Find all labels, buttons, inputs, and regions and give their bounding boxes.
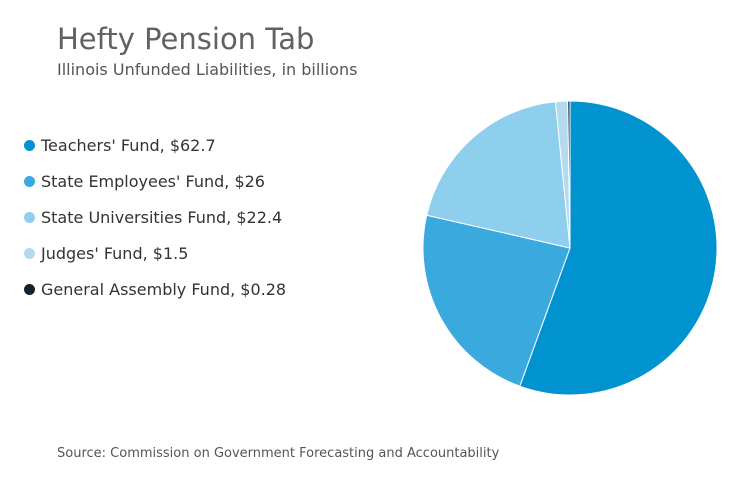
- legend-swatch: [24, 175, 35, 187]
- legend-label: Teachers' Fund, $62.7: [41, 135, 216, 155]
- legend-item-general-assembly: General Assembly Fund, $0.28: [24, 277, 286, 301]
- legend-item-state-universities: State Universities Fund, $22.4: [24, 205, 286, 229]
- pie-chart: [422, 100, 718, 396]
- chart-legend: Teachers' Fund, $62.7 State Employees' F…: [24, 133, 286, 313]
- legend-item-teachers: Teachers' Fund, $62.7: [24, 133, 286, 157]
- chart-subtitle: Illinois Unfunded Liabilities, in billio…: [57, 60, 358, 79]
- legend-item-judges: Judges' Fund, $1.5: [24, 241, 286, 265]
- pie-slice-state-employees: [422, 214, 571, 387]
- legend-item-state-employees: State Employees' Fund, $26: [24, 169, 286, 193]
- source-note: Source: Commission on Government Forecas…: [57, 446, 500, 461]
- legend-swatch: [24, 211, 35, 223]
- legend-swatch: [24, 283, 35, 295]
- legend-label: Judges' Fund, $1.5: [41, 243, 189, 263]
- pie-slice-state-universities: [426, 101, 571, 249]
- pie-slice-general-assembly: [567, 100, 571, 249]
- legend-label: State Employees' Fund, $26: [41, 171, 265, 191]
- legend-swatch: [24, 139, 35, 151]
- pie-slice-teachers: [519, 100, 718, 396]
- legend-label: General Assembly Fund, $0.28: [41, 279, 287, 299]
- legend-label: State Universities Fund, $22.4: [41, 207, 283, 227]
- legend-swatch: [24, 247, 35, 259]
- chart-title: Hefty Pension Tab: [57, 22, 315, 56]
